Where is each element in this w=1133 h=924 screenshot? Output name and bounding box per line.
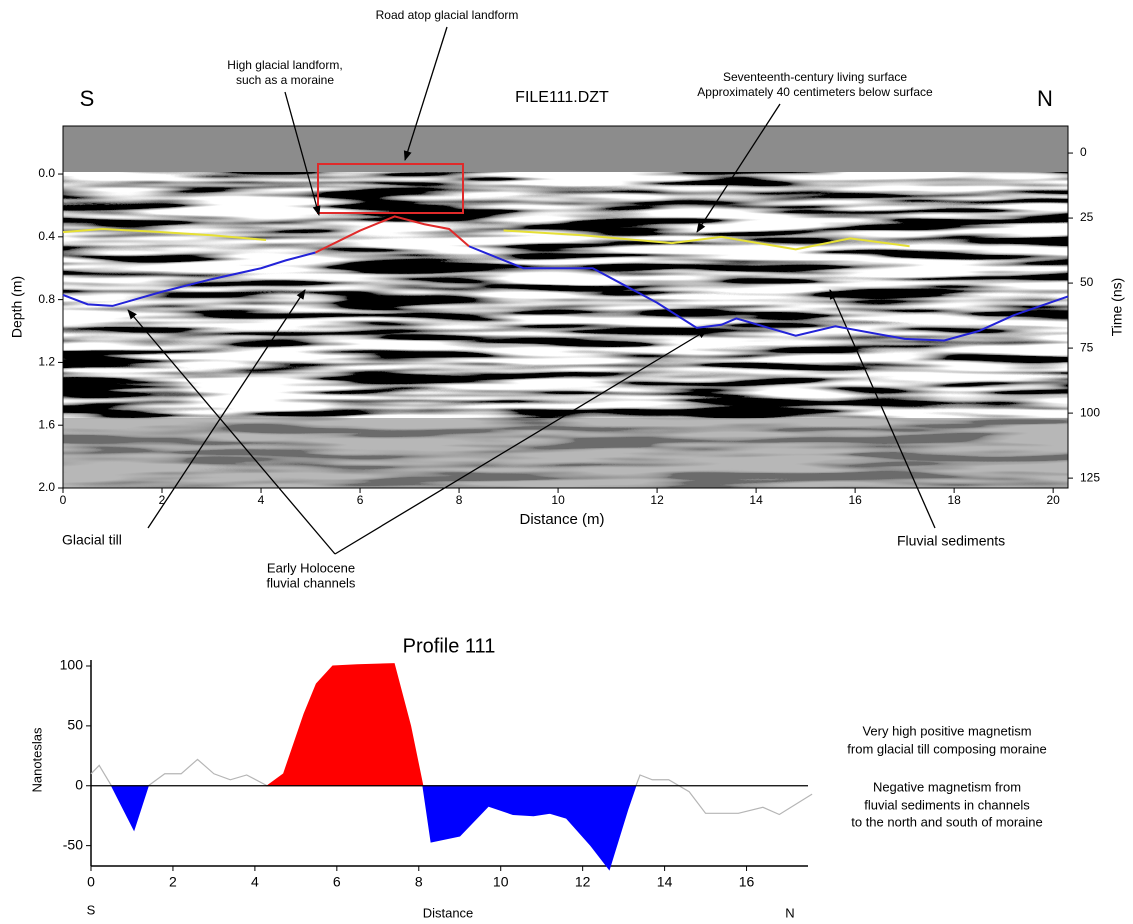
series-area (267, 664, 423, 786)
chart-title: FILE111.DZT (515, 89, 609, 106)
chart-title: Profile 111 (403, 635, 496, 657)
x-tick-label: 8 (456, 493, 463, 507)
y2-tick-label: 0 (1080, 145, 1087, 159)
x-tick-label: 20 (1046, 493, 1060, 507)
y-tick-label: 1.2 (38, 355, 55, 369)
x-tick-label: 4 (258, 493, 265, 507)
annotation: Road atop glacial landform (376, 8, 519, 22)
x-tick-label: 10 (551, 493, 565, 507)
y-axis-label: Nanoteslas (29, 727, 44, 793)
x-tick-label: 14 (657, 874, 673, 890)
y2-tick-label: 25 (1080, 210, 1094, 224)
y-tick-label: 50 (67, 717, 83, 733)
y-tick-label: 1.6 (38, 417, 55, 431)
x-tick-label: 18 (947, 493, 961, 507)
annotation: to the north and south of moraine (851, 814, 1043, 829)
x-tick-label: 0 (87, 874, 95, 890)
y-tick-label: 0.8 (38, 292, 55, 306)
south-label: S (87, 902, 96, 917)
annotation: Glacial till (62, 532, 122, 548)
south-label: S (80, 86, 95, 111)
annotation: from glacial till composing moraine (847, 741, 1046, 756)
y-tick-label: 100 (60, 657, 84, 673)
y-tick-label: 2.0 (38, 480, 55, 494)
x-tick-label: 0 (60, 493, 67, 507)
annotation: Negative magnetism from (873, 779, 1021, 794)
air-band (63, 126, 1068, 172)
x-tick-label: 2 (169, 874, 177, 890)
x-tick-label: 6 (357, 493, 364, 507)
series-area (111, 786, 635, 870)
annotation: Approximately 40 centimeters below surfa… (697, 85, 933, 99)
x-tick-label: 12 (575, 874, 591, 890)
y2-tick-label: 50 (1080, 275, 1094, 289)
y2-tick-label: 75 (1080, 340, 1094, 354)
x-tick-label: 6 (333, 874, 341, 890)
x-tick-label: 16 (739, 874, 755, 890)
annotation: fluvial channels (267, 575, 356, 590)
y2-tick-label: 125 (1080, 470, 1100, 484)
y-tick-label: 0.4 (38, 229, 55, 243)
y-tick-label: -50 (63, 836, 83, 852)
y-tick-label: 0.0 (38, 166, 55, 180)
x-axis-label: Distance (423, 905, 474, 920)
annotation: Very high positive magnetism (862, 723, 1031, 738)
x-tick-label: 16 (848, 493, 862, 507)
x-tick-label: 4 (251, 874, 259, 890)
annotation: such as a moraine (236, 73, 334, 87)
y2-tick-label: 100 (1080, 405, 1100, 419)
y-axis-label: Depth (m) (9, 276, 25, 338)
x-tick-label: 10 (493, 874, 509, 890)
annotation: High glacial landform, (227, 58, 342, 72)
north-label: N (1037, 86, 1053, 111)
x-tick-label: 14 (749, 493, 763, 507)
north-label: N (785, 905, 794, 920)
annotation: Seventeenth-century living surface (723, 70, 907, 84)
figure: S N FILE111.DZT Distance (m) Depth (m) T… (0, 0, 1133, 924)
x-tick-label: 8 (415, 874, 423, 890)
x-tick-label: 2 (159, 493, 166, 507)
annotation: fluvial sediments in channels (864, 797, 1030, 812)
annotation: Fluvial sediments (897, 533, 1005, 549)
x-tick-label: 12 (650, 493, 664, 507)
y2-axis-label: Time (ns) (1109, 278, 1125, 337)
annotation: Early Holocene (267, 560, 355, 575)
x-axis-label: Distance (m) (519, 511, 604, 528)
y-tick-label: 0 (75, 776, 83, 792)
